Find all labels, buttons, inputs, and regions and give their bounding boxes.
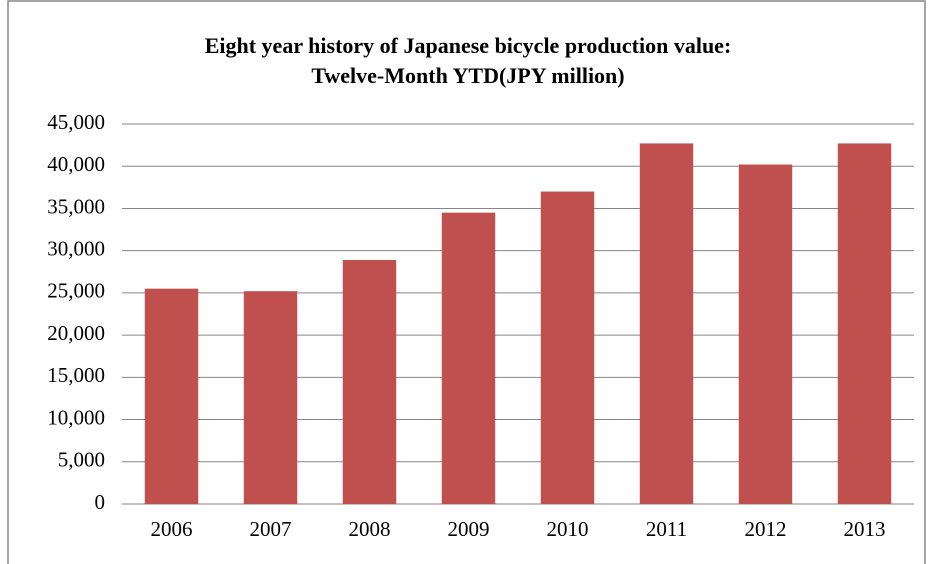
bar bbox=[342, 259, 397, 504]
bar bbox=[243, 291, 298, 504]
bar bbox=[837, 143, 892, 504]
y-tick-label: 0 bbox=[95, 490, 106, 514]
chart-title: Eight year history of Japanese bicycle p… bbox=[205, 33, 732, 58]
bar bbox=[540, 191, 595, 505]
x-tick-label: 2006 bbox=[151, 517, 193, 541]
x-tick-label: 2009 bbox=[448, 517, 490, 541]
chart-title: Twelve-Month YTD(JPY million) bbox=[311, 63, 624, 88]
y-tick-label: 35,000 bbox=[47, 194, 105, 218]
bar bbox=[738, 164, 793, 505]
y-tick-label: 20,000 bbox=[47, 321, 105, 345]
bar bbox=[441, 212, 496, 504]
y-tick-label: 45,000 bbox=[47, 110, 105, 134]
x-tick-label: 2007 bbox=[250, 517, 292, 541]
x-tick-label: 2008 bbox=[349, 517, 391, 541]
y-tick-label: 15,000 bbox=[47, 363, 105, 387]
y-tick-label: 5,000 bbox=[58, 448, 105, 472]
bar bbox=[639, 143, 694, 504]
x-tick-label: 2010 bbox=[547, 517, 589, 541]
y-tick-label: 10,000 bbox=[47, 405, 105, 429]
x-tick-label: 2011 bbox=[646, 517, 687, 541]
y-tick-label: 30,000 bbox=[47, 236, 105, 260]
bar bbox=[144, 288, 199, 504]
y-tick-label: 40,000 bbox=[47, 152, 105, 176]
y-tick-label: 25,000 bbox=[47, 279, 105, 303]
x-tick-label: 2013 bbox=[844, 517, 886, 541]
x-tick-label: 2012 bbox=[745, 517, 787, 541]
